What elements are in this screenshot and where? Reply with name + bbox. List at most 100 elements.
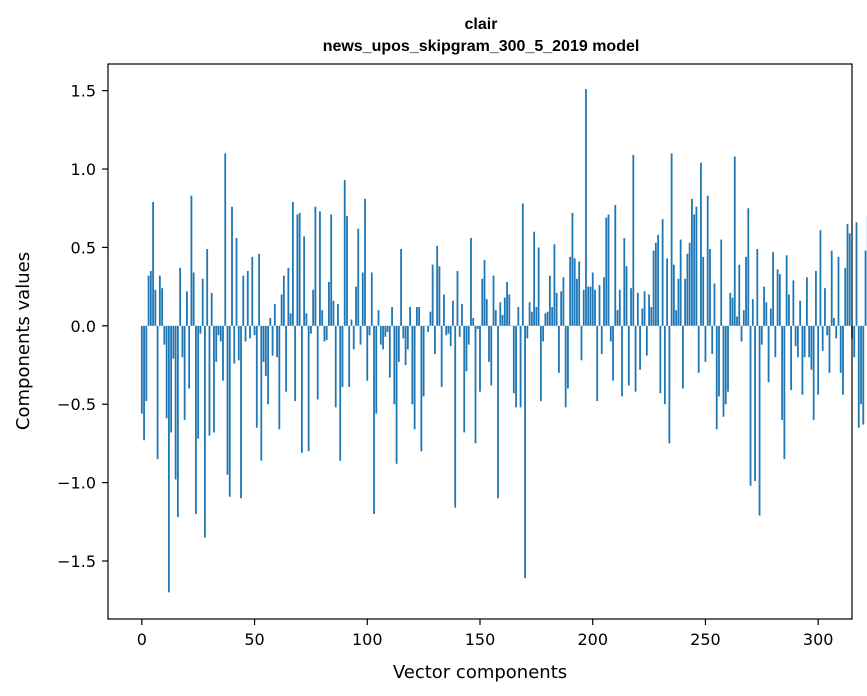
bar-293 xyxy=(801,325,804,395)
bar-81 xyxy=(323,325,326,342)
bar-311 xyxy=(842,325,844,395)
bar-289 xyxy=(792,280,795,326)
bar-287 xyxy=(787,294,790,326)
bar-193 xyxy=(576,278,578,326)
bar-43 xyxy=(237,325,240,361)
bar-194 xyxy=(578,261,581,326)
bar-229 xyxy=(657,234,660,326)
bar-72 xyxy=(303,236,306,326)
bar-50 xyxy=(253,325,256,336)
bar-106 xyxy=(379,325,382,345)
x-tick-label: 200 xyxy=(577,630,608,649)
bar-259 xyxy=(724,325,727,405)
bar-165 xyxy=(512,325,515,394)
bar-127 xyxy=(427,325,430,333)
bar-180 xyxy=(546,311,549,326)
bar-73 xyxy=(305,313,308,326)
bar-118 xyxy=(406,325,409,350)
bar-36 xyxy=(222,325,224,381)
bar-256 xyxy=(718,325,720,397)
chart-title-line1: clair xyxy=(465,16,498,33)
x-axis-ticks: 0 50 100 150 200 250 300 xyxy=(137,619,833,649)
bar-111 xyxy=(391,307,393,326)
bar-291 xyxy=(796,325,799,358)
bar-257 xyxy=(720,239,723,326)
bar-284 xyxy=(781,325,784,420)
bar-17 xyxy=(179,267,182,326)
bar-299 xyxy=(815,270,817,326)
chart-title-line2: news_upos_skipgram_300_5_2019 model xyxy=(323,38,640,55)
bar-21 xyxy=(188,325,191,389)
bar-168 xyxy=(519,325,522,408)
bar-240 xyxy=(682,325,684,389)
bar-131 xyxy=(436,245,439,326)
bar-76 xyxy=(312,289,315,326)
y-tick-label: 0.0 xyxy=(71,317,96,336)
bar-192 xyxy=(573,258,576,326)
bar-183 xyxy=(553,244,556,326)
bar-252 xyxy=(709,249,711,326)
bar-253 xyxy=(711,325,714,355)
bar-224 xyxy=(645,325,648,356)
bar-262 xyxy=(731,297,734,326)
bar-227 xyxy=(652,250,655,326)
bar-143 xyxy=(463,325,466,433)
bar-200 xyxy=(591,272,594,326)
bar-230 xyxy=(659,325,662,394)
bar-39 xyxy=(228,325,231,497)
bar-197 xyxy=(585,89,587,326)
bar-122 xyxy=(415,307,418,326)
bar-137 xyxy=(449,325,452,347)
bar-91 xyxy=(346,216,348,326)
bar-320 xyxy=(862,325,865,425)
bar-260 xyxy=(727,325,729,392)
bar-295 xyxy=(806,277,808,326)
bar-64 xyxy=(285,325,288,392)
bar-162 xyxy=(506,281,508,326)
bar-211 xyxy=(616,310,619,326)
bar-283 xyxy=(778,274,781,326)
bar-55 xyxy=(264,325,267,376)
bar-153 xyxy=(485,299,488,326)
bar-129 xyxy=(431,264,434,326)
bar-154 xyxy=(488,325,490,362)
bar-309 xyxy=(837,256,840,326)
bar-147 xyxy=(472,317,475,326)
bar-202 xyxy=(596,325,599,402)
bar-120 xyxy=(411,325,414,405)
bar-195 xyxy=(580,325,583,361)
bar-232 xyxy=(663,325,666,405)
bar-152 xyxy=(483,259,486,326)
bar-306 xyxy=(830,250,833,326)
bar-236 xyxy=(672,264,675,326)
bar-204 xyxy=(600,325,603,355)
bar-310 xyxy=(839,325,842,373)
bar-63 xyxy=(282,275,285,326)
bar-279 xyxy=(769,308,772,326)
bar-38 xyxy=(226,325,229,475)
x-tick-label: 50 xyxy=(244,630,264,649)
bar-308 xyxy=(835,325,838,339)
bar-272 xyxy=(754,325,756,482)
bar-77 xyxy=(314,206,317,326)
bar-22 xyxy=(190,195,193,326)
bar-144 xyxy=(465,325,468,372)
bar-179 xyxy=(544,313,547,326)
bar-41 xyxy=(233,325,236,364)
bar-130 xyxy=(434,325,436,355)
bar-124 xyxy=(420,325,423,452)
bar-302 xyxy=(821,325,824,351)
bar-9 xyxy=(161,288,164,326)
bar-305 xyxy=(828,325,831,373)
bar-85 xyxy=(332,300,335,326)
bar-104 xyxy=(375,325,378,414)
bar-250 xyxy=(704,325,707,362)
bar-101 xyxy=(368,325,371,336)
bar-276 xyxy=(763,286,765,326)
bar-46 xyxy=(244,325,247,342)
bar-128 xyxy=(429,311,432,326)
bar-102 xyxy=(370,272,373,326)
bar-23 xyxy=(192,272,195,326)
bar-123 xyxy=(418,307,421,326)
